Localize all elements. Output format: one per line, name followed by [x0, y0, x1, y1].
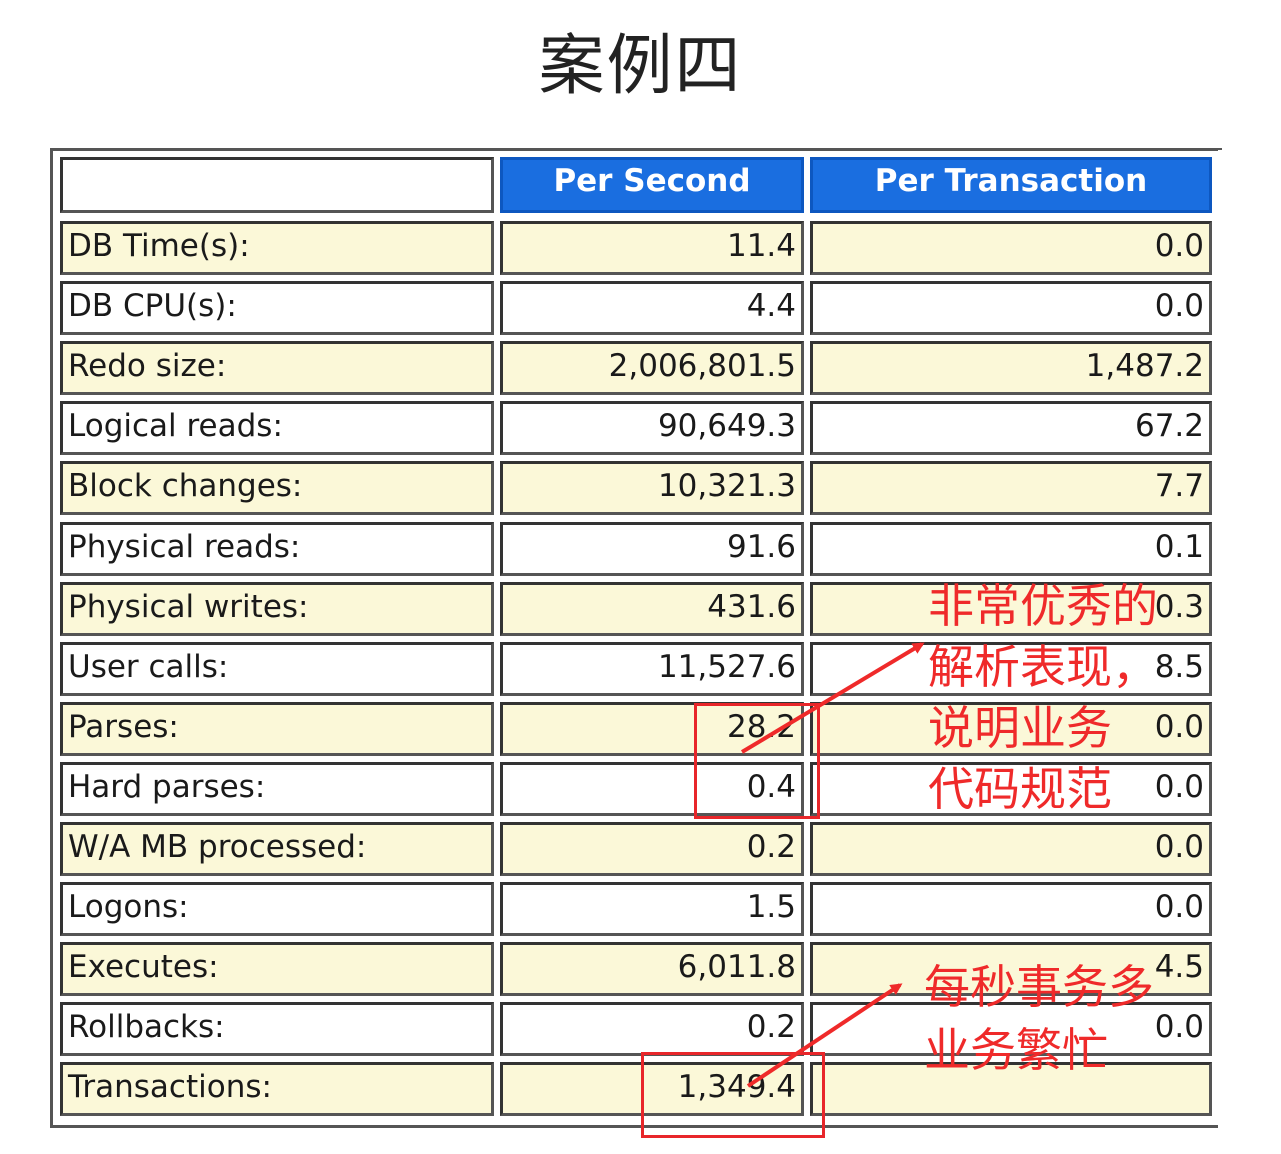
per-transaction-value: 0.0 [810, 281, 1212, 335]
per-second-value: 2,006,801.5 [500, 341, 804, 395]
transactions-highlight-box [641, 1052, 825, 1138]
per-second-value: 431.6 [500, 582, 804, 636]
per-second-value: 4.4 [500, 281, 804, 335]
row-label: Logical reads: [60, 401, 494, 455]
row-label: DB Time(s): [60, 221, 494, 275]
per-second-value: 1,349.4 [500, 1062, 804, 1116]
parse-note-line-3: 说明业务 [928, 701, 1112, 755]
row-label: Executes: [60, 942, 494, 996]
per-second-value: 0.2 [500, 1002, 804, 1056]
per-transaction-value: 0.0 [810, 702, 1212, 756]
parse-note-arrow [740, 642, 925, 754]
row-label: Physical reads: [60, 522, 494, 576]
per-second-value: 91.6 [500, 522, 804, 576]
per-transaction-value: 0.0 [810, 822, 1212, 876]
per-second-value: 90,649.3 [500, 401, 804, 455]
row-label: Block changes: [60, 461, 494, 515]
per-second-value: 10,321.3 [500, 461, 804, 515]
txn-note-arrow [746, 983, 903, 1088]
per-transaction-value: 0.3 [810, 582, 1212, 636]
per-transaction-value: 4.5 [810, 942, 1212, 996]
parses-highlight-box [694, 703, 820, 819]
row-label: DB CPU(s): [60, 281, 494, 335]
row-label: Rollbacks: [60, 1002, 494, 1056]
per-transaction-value: 1,487.2 [810, 341, 1212, 395]
row-label: Hard parses: [60, 762, 494, 816]
per-transaction-value: 7.7 [810, 461, 1212, 515]
row-label: W/A MB processed: [60, 822, 494, 876]
txn-note-line-1: 每秒事务多 [924, 960, 1154, 1014]
header-corner-cell [60, 157, 494, 213]
per-transaction-value: 0.0 [810, 762, 1212, 816]
header-per-second: Per Second [500, 157, 804, 213]
per-second-value: 0.2 [500, 822, 804, 876]
row-label: Physical writes: [60, 582, 494, 636]
header-per-transaction: Per Transaction [810, 157, 1212, 213]
per-transaction-value: 0.0 [810, 882, 1212, 936]
table-right-gutter [1218, 150, 1281, 1150]
per-transaction-value: 0.0 [810, 221, 1212, 275]
per-second-value: 0.4 [500, 762, 804, 816]
parse-note-line-2: 解析表现， [928, 640, 1158, 694]
row-label: Redo size: [60, 341, 494, 395]
per-transaction-value: 0.0 [810, 1002, 1212, 1056]
row-label: Logons: [60, 882, 494, 936]
row-label: User calls: [60, 642, 494, 696]
per-transaction-value: 0.1 [810, 522, 1212, 576]
per-transaction-value: 67.2 [810, 401, 1212, 455]
parse-note-line-1: 非常优秀的 [928, 579, 1158, 633]
per-second-value: 11.4 [500, 221, 804, 275]
per-second-value: 1.5 [500, 882, 804, 936]
slide-title: 案例四 [538, 27, 743, 104]
row-label: Transactions: [60, 1062, 494, 1116]
per-transaction-value [810, 1062, 1212, 1116]
row-label: Parses: [60, 702, 494, 756]
txn-note-line-2: 业务繁忙 [924, 1023, 1108, 1077]
per-second-value: 6,011.8 [500, 942, 804, 996]
parse-note-line-4: 代码规范 [928, 762, 1112, 816]
per-second-value: 11,527.6 [500, 642, 804, 696]
